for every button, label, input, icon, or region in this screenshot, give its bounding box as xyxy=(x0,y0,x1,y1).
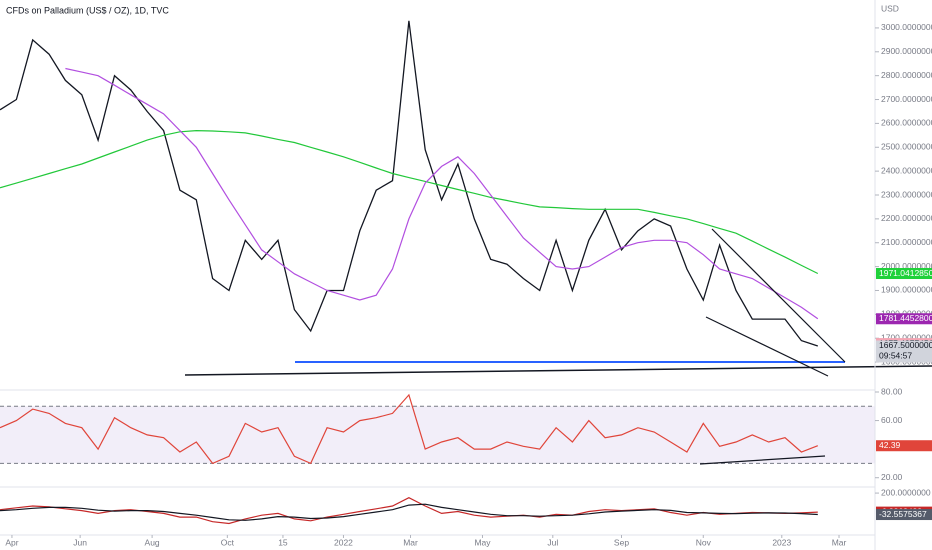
x-tick-label: Jul xyxy=(547,537,558,547)
price-label: 1971.0412850 xyxy=(879,268,932,278)
price-label: 1667.5000000 xyxy=(879,340,932,350)
wedge-bottom xyxy=(705,316,829,377)
y-axis-label: USD xyxy=(881,3,899,13)
chart-title: CFDs on Palladium (US$ / OZ), 1D, TVC xyxy=(6,5,169,15)
price-label-box xyxy=(876,340,932,363)
rsi-trend-line xyxy=(699,455,826,465)
x-tick-label: Aug xyxy=(145,537,160,547)
series-line xyxy=(0,129,819,275)
y-tick-label: 200.0000000 xyxy=(881,487,931,497)
series-line xyxy=(0,393,819,465)
y-tick-label: 20.00 xyxy=(881,472,903,482)
y-tick-label: 1900.0000000 xyxy=(881,285,932,295)
series-line xyxy=(0,20,819,347)
y-tick-label: 2300.0000000 xyxy=(881,189,932,199)
y-tick-label: 2400.0000000 xyxy=(881,165,932,175)
x-tick-label: Apr xyxy=(5,537,18,547)
rsi-band xyxy=(0,406,875,464)
x-tick-label: Mar xyxy=(832,537,847,547)
price-label-box xyxy=(876,440,932,452)
y-tick-label: 2100.0000000 xyxy=(881,237,932,247)
y-tick-label: 3000.0000000 xyxy=(881,22,932,32)
y-tick-label: 2800.0000000 xyxy=(881,70,932,80)
countdown: 09:54:57 xyxy=(879,351,912,361)
y-tick-label: 2600.0000000 xyxy=(881,118,932,128)
y-tick-label: 2200.0000000 xyxy=(881,213,932,223)
y-tick-label: 2700.0000000 xyxy=(881,94,932,104)
x-tick-label: Jun xyxy=(73,537,87,547)
price-label-box xyxy=(876,313,932,325)
price-label: -32.5575367 xyxy=(879,509,927,519)
series-line xyxy=(0,503,818,521)
wedge-top xyxy=(711,228,846,363)
drawings xyxy=(184,228,932,465)
x-tick-label: Mar xyxy=(403,537,418,547)
x-tick-label: Oct xyxy=(221,537,235,547)
x-tick-label: Nov xyxy=(696,537,712,547)
price-label-box xyxy=(876,268,932,280)
y-tick-label: 80.00 xyxy=(881,386,903,396)
y-tick-label: 60.00 xyxy=(881,415,903,425)
x-tick-label: 2023 xyxy=(772,537,791,547)
y-tick-label: 2500.0000000 xyxy=(881,142,932,152)
y-tick-label: 2900.0000000 xyxy=(881,46,932,56)
series-line xyxy=(65,67,819,320)
price-label: 42.39 xyxy=(879,440,901,450)
x-tick-label: 15 xyxy=(278,537,288,547)
trend-line xyxy=(184,365,932,376)
x-tick-label: 2022 xyxy=(334,537,353,547)
x-tick-label: Sep xyxy=(614,537,629,547)
plot-layer xyxy=(0,20,875,525)
y-tick-label: 2000.0000000 xyxy=(881,261,932,271)
price-label-box xyxy=(876,509,932,521)
y-tick-label: 1700.0000000 xyxy=(881,332,932,342)
x-tick-label: May xyxy=(474,537,491,547)
price-label: 1781.4452800 xyxy=(879,313,932,323)
